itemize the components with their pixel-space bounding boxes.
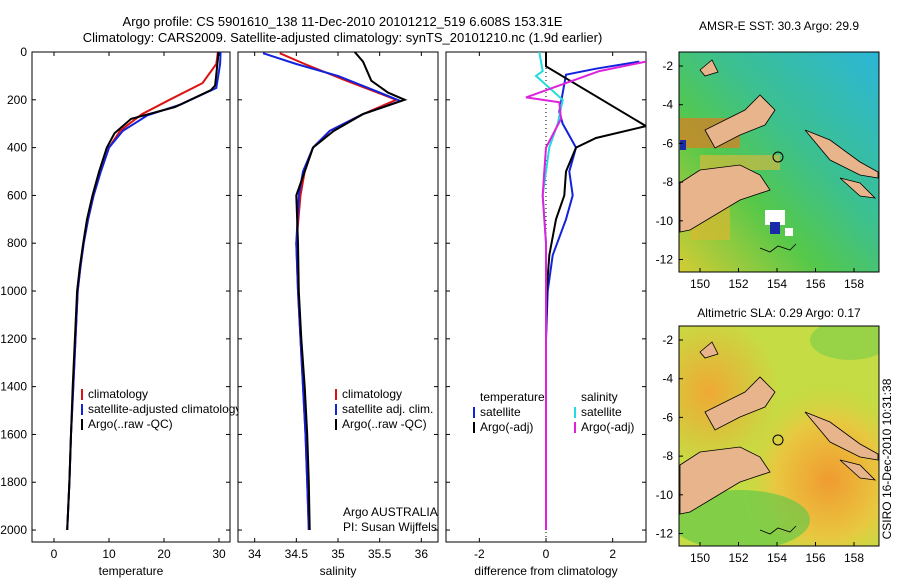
map-y-tick-label: -4 [662,98,673,112]
x-tick-label: 10 [102,547,116,561]
legend-label: climatology [88,387,148,401]
x-tick-label: 35.5 [368,547,392,561]
legend-header: salinity [581,390,618,404]
sla-map-ticks: 150 152 154 156 158 -2 -4 -6 -8 -10 -12 [656,333,865,565]
panel-note: PI: Susan Wijffels [343,520,437,534]
x-axis-label: salinity [320,564,357,578]
legend-label: satellite [480,405,521,419]
legend: temperature salinitysatelliteArgo(-adj)sa… [473,390,634,434]
legend-label: Argo(..raw -QC) [342,417,427,431]
map-x-tick-label: 152 [728,277,748,291]
map-y-tick-label: -12 [656,253,674,267]
x-tick-label: 0 [543,547,550,561]
y-tick-label: 1000 [0,284,27,298]
map-x-tick-label: 154 [767,277,787,291]
map-x-tick-label: 158 [844,551,864,565]
y-tick-label: 0 [20,45,27,59]
legend-label: climatology [342,387,402,401]
profile-panel-2: 34 34.5 35 35.5 36 salinity climatologysatelli… [237,51,439,578]
y-tick-label: 1600 [0,427,27,441]
legend-label: Argo(-adj) [480,420,533,434]
y-tick-label: 800 [7,236,27,250]
map-x-tick-label: 158 [844,277,864,291]
panel-frame [237,51,439,543]
y-tick-label: 1800 [0,475,27,489]
map-x-tick-label: 156 [805,277,825,291]
panel-note: Argo AUSTRALIA [343,505,438,519]
land-new-britain [704,94,776,149]
series-line-argo-raw-qc- [295,52,408,531]
y-tick-label: 600 [7,188,27,202]
sst-map-ticks: 150 152 154 156 158 -2 -4 -6 -8 -10 -12 [656,59,865,291]
sla-map-title: Altimetric SLA: 0.29 Argo: 0.17 [697,306,861,320]
map-y-tick-label: -10 [656,488,674,502]
map-y-tick-label: -6 [662,410,673,424]
x-tick-label: 35 [331,547,345,561]
argo-location-marker [772,151,784,163]
map-y-tick-label: -2 [662,333,673,347]
map-y-tick-label: -8 [662,449,673,463]
legend-label: Argo(-adj) [581,420,634,434]
x-tick-label: 34 [248,547,262,561]
figure-title-line-1: Argo profile: CS 5901610_138 11-Dec-2010… [122,14,563,29]
x-tick-label: 30 [212,547,226,561]
sst-map-title: AMSR-E SST: 30.3 Argo: 29.9 [699,19,859,33]
x-tick-label: 2 [609,547,616,561]
panel-frame [31,51,231,543]
y-tick-label: 200 [7,93,27,107]
profile-panel-3: -2 0 2 difference from climatology temperatu… [445,51,647,578]
sla-map: Altimetric SLA: 0.29 Argo: 0.17 150 152 15… [656,306,880,565]
map-y-tick-label: -8 [662,175,673,189]
map-x-tick-label: 150 [690,551,710,565]
map-y-tick-label: -2 [662,59,673,73]
y-tick-label: 1200 [0,332,27,346]
legend-label: satellite [581,405,622,419]
x-axis-label: difference from climatology [474,564,617,578]
y-tick-label: 1400 [0,380,27,394]
y-tick-label: 400 [7,141,27,155]
land-new-guinea [679,164,771,233]
legend-label: satellite adj. clim. [342,402,433,416]
series-line-argo-raw-qc- [66,52,220,531]
side-stamp: CSIRO 16-Dec-2010 10:31:38 [880,360,894,560]
legend-label: Argo(..raw -QC) [88,417,173,431]
side-stamp-text: CSIRO 16-Dec-2010 10:31:38 [880,378,894,540]
series-line-salinity-argo-adj- [525,60,646,530]
x-tick-label: -2 [474,547,485,561]
x-tick-label: 20 [157,547,171,561]
map-x-tick-label: 154 [767,551,787,565]
map-y-tick-label: -12 [656,527,674,541]
profile-panels: 0 10 20 30020040060080010001200140016001800… [0,45,647,578]
x-axis-label: temperature [99,564,164,578]
map-y-tick-label: -6 [662,136,673,150]
y-tick-label: 2000 [0,523,27,537]
series-line-satellite-adj-clim- [262,52,404,531]
legend-label: satellite-adjusted climatology [88,402,241,416]
profile-panel-1: 0 10 20 30 0 200 400 600 800 1000 1200 1400 1600 1800… [0,45,241,578]
x-tick-label: 36 [415,547,429,561]
legend-header: temperature [480,390,545,404]
map-y-tick-label: -4 [662,372,673,386]
x-tick-label: 0 [51,547,58,561]
map-y-tick-label: -10 [656,214,674,228]
sst-map: AMSR-E SST: 30.3 Argo: 29.9 150 152 154 156… [656,19,880,291]
map-x-tick-label: 150 [690,277,710,291]
map-x-tick-label: 156 [805,551,825,565]
figure-title-line-2: Climatology: CARS2009. Satellite-adjuste… [82,30,603,45]
x-tick-label: 34.5 [285,547,309,561]
map-x-tick-label: 152 [728,551,748,565]
